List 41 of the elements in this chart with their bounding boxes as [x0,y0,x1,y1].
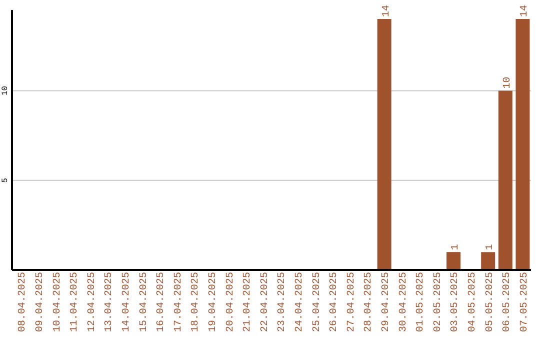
x-tick-label: 08.04.2025 [18,272,29,332]
data-label: 1 [485,244,496,250]
x-tick-label: 21.04.2025 [242,272,254,332]
x-tick-label: 27.04.2025 [346,272,358,332]
x-tick-label: 29.04.2025 [380,272,392,332]
x-tick-label: 14.04.2025 [121,272,132,332]
x-tick-label: 20.04.2025 [225,272,236,332]
x-tick-label: 30.04.2025 [398,272,410,332]
x-tick-label: 11.04.2025 [70,272,81,332]
x-tick-label: 13.04.2025 [104,272,116,332]
x-tick-label: 07.05.2025 [519,272,530,332]
x-tick-label: 18.04.2025 [190,272,202,332]
x-tick-label: 23.04.2025 [277,272,288,332]
x-tick-label: 19.04.2025 [208,272,219,332]
y-tick-label: 5 [1,178,10,183]
data-label: 14 [520,4,531,17]
bar [377,18,392,270]
bar [446,252,460,270]
x-tick-label: 24.04.2025 [294,272,306,332]
data-label: 10 [502,76,514,89]
data-label: 14 [381,4,392,17]
x-tick-label: 22.04.2025 [260,272,271,332]
data-label: 1 [450,244,462,250]
x-tick-label: 05.05.2025 [484,272,496,332]
x-tick-label: 09.04.2025 [34,272,46,332]
x-tick-label: 15.04.2025 [138,272,150,332]
x-tick-label: 06.05.2025 [502,272,514,332]
bar [498,90,512,270]
x-tick-label: 25.04.2025 [312,272,323,332]
bar [516,18,530,270]
x-tick-label: 01.05.2025 [416,272,427,332]
x-tick-label: 12.04.2025 [86,272,98,332]
x-tick-label: 26.04.2025 [329,272,340,332]
x-tick-label: 03.05.2025 [450,272,462,332]
x-tick-label: 16.04.2025 [156,272,168,332]
x-tick-label: 17.04.2025 [173,272,184,332]
x-tick-label: 04.05.2025 [467,272,478,332]
x-tick-label: 28.04.2025 [364,272,375,332]
x-tick-label: 02.05.2025 [432,272,444,332]
x-tick-label: 10.04.2025 [52,272,64,332]
bar [481,252,496,270]
